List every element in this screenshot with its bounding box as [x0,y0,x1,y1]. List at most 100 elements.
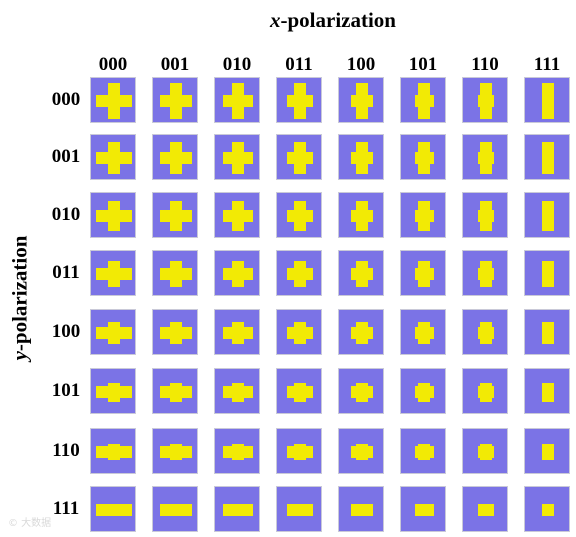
unit-cell [152,428,198,474]
vertical-arm [294,261,306,287]
vertical-arm [294,444,306,460]
vertical-arm [170,382,182,402]
vertical-arm [356,261,368,287]
unit-cell [276,428,322,474]
vertical-arm [418,201,430,231]
vertical-arm [108,83,120,119]
vertical-arm [356,444,368,460]
vertical-arm [480,261,492,287]
unit-cell [276,250,322,296]
unit-cell [276,486,322,532]
vertical-arm [480,382,492,402]
vertical-arm [170,261,182,287]
column-label: 101 [408,54,438,75]
unit-cell [152,486,198,532]
unit-cell [462,77,508,123]
column-label: 111 [533,54,561,75]
vertical-arm [232,382,244,402]
x-title-variable: x [270,8,281,32]
unit-cell [400,486,446,532]
row-label: 010 [51,204,81,225]
unit-cell [338,368,384,414]
y-title-variable: y [7,351,32,361]
vertical-arm [232,503,244,517]
column-label: 110 [471,54,499,75]
vertical-arm [108,141,120,175]
unit-cell [338,192,384,238]
vertical-arm [232,201,244,231]
row-label: 001 [51,146,81,167]
vertical-arm [356,201,368,231]
unit-cell [462,428,508,474]
row-label: 111 [52,498,80,519]
unit-cell [214,77,260,123]
unit-cell [400,134,446,180]
row-label: 110 [52,440,80,461]
unit-cell [214,428,260,474]
unit-cell [400,250,446,296]
vertical-arm [480,141,492,175]
vertical-arm [542,83,554,119]
unit-cell [214,486,260,532]
vertical-arm [418,141,430,175]
unit-cell [90,134,136,180]
vertical-arm [480,503,492,517]
vertical-arm [542,141,554,175]
vertical-arm [232,444,244,460]
vertical-arm [542,321,554,345]
vertical-arm [108,201,120,231]
vertical-arm [542,503,554,517]
unit-cell [338,77,384,123]
vertical-arm [170,503,182,517]
unit-cell [90,486,136,532]
unit-cell [524,368,570,414]
unit-cell [462,192,508,238]
column-label: 100 [346,54,376,75]
vertical-arm [542,201,554,231]
unit-cell [524,192,570,238]
unit-cell [214,250,260,296]
vertical-arm [542,261,554,287]
vertical-arm [356,503,368,517]
y-polarization-title: y-polarization [6,0,34,537]
vertical-arm [232,83,244,119]
unit-cell [152,77,198,123]
vertical-arm [480,201,492,231]
unit-cell [462,134,508,180]
unit-cell [152,368,198,414]
unit-cell [524,134,570,180]
x-title-text: -polarization [280,8,397,32]
unit-cell [90,77,136,123]
unit-cell [338,486,384,532]
unit-cell [338,309,384,355]
unit-cell [524,428,570,474]
column-label: 001 [160,54,190,75]
vertical-arm [480,444,492,460]
unit-cell [90,428,136,474]
unit-cell [338,428,384,474]
unit-cell [400,368,446,414]
vertical-arm [170,321,182,345]
unit-cell [462,309,508,355]
unit-cell [524,250,570,296]
unit-cell [214,309,260,355]
unit-cell [400,192,446,238]
row-label: 000 [51,89,81,110]
vertical-arm [294,201,306,231]
vertical-arm [356,321,368,345]
vertical-arm [170,201,182,231]
vertical-arm [108,444,120,460]
unit-cell [338,250,384,296]
unit-cell [214,134,260,180]
unit-cell [90,192,136,238]
unit-cell [152,134,198,180]
unit-cell [90,368,136,414]
vertical-arm [232,261,244,287]
vertical-arm [108,503,120,517]
unit-cell [462,250,508,296]
unit-cell [214,368,260,414]
unit-cell [90,250,136,296]
vertical-arm [108,261,120,287]
column-label: 000 [98,54,128,75]
